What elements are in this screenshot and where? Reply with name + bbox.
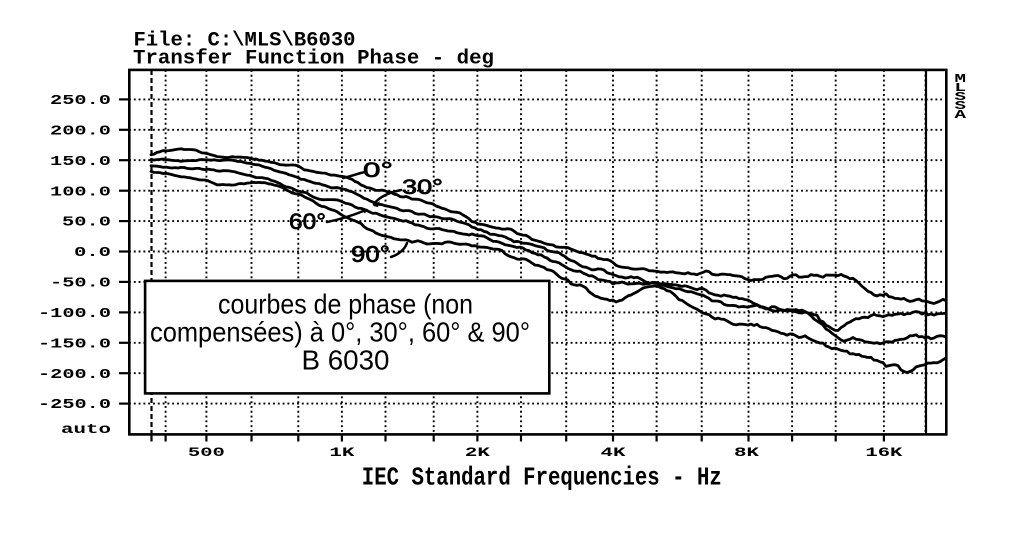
svg-text:S: S [955, 99, 967, 113]
svg-text:-200.0: -200.0 [38, 368, 111, 383]
svg-text:500: 500 [188, 445, 225, 460]
svg-text:50.0: 50.0 [62, 216, 111, 231]
svg-text:S: S [955, 90, 967, 104]
svg-text:B 6030: B 6030 [302, 345, 390, 376]
svg-text:30°: 30° [402, 175, 443, 199]
svg-text:8K: 8K [734, 445, 759, 460]
svg-text:90°: 90° [351, 241, 390, 267]
svg-text:A: A [955, 108, 968, 122]
svg-text:-100.0: -100.0 [38, 307, 111, 322]
svg-text:250.0: 250.0 [50, 94, 111, 109]
svg-text:2K: 2K [465, 445, 490, 460]
svg-text:Transfer Function Phase - deg: Transfer Function Phase - deg [133, 48, 494, 71]
svg-text:16K: 16K [865, 445, 902, 460]
svg-text:auto: auto [61, 423, 111, 438]
svg-text:IEC Standard Frequencies - Hz: IEC Standard Frequencies - Hz [362, 463, 722, 493]
svg-text:File: C:\MLS\B6030: File: C:\MLS\B6030 [134, 30, 356, 53]
svg-text:M: M [955, 72, 967, 86]
svg-text:100.0: 100.0 [50, 185, 111, 200]
svg-text:compensées) à 0°, 30°, 60° & 9: compensées) à 0°, 30°, 60° & 90° [150, 317, 530, 348]
svg-text:0°: 0° [363, 158, 393, 182]
svg-text:L: L [955, 81, 967, 95]
svg-text:60°: 60° [289, 209, 326, 234]
svg-text:-150.0: -150.0 [38, 337, 111, 352]
svg-text:1K: 1K [329, 445, 354, 460]
svg-text:4K: 4K [601, 445, 626, 460]
svg-text:-50.0: -50.0 [50, 277, 111, 292]
svg-text:200.0: 200.0 [50, 124, 111, 139]
svg-text:150.0: 150.0 [50, 155, 111, 170]
svg-text:-250.0: -250.0 [38, 398, 111, 413]
svg-text:courbes de phase (non: courbes de phase (non [218, 289, 473, 320]
svg-text:0.0: 0.0 [74, 246, 111, 261]
